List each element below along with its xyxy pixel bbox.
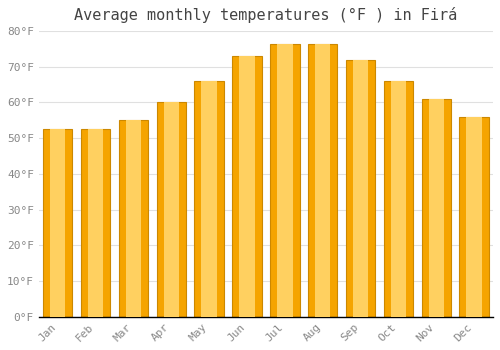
Bar [353, 60, 368, 317]
Bar [346, 60, 376, 317]
Bar [202, 81, 217, 317]
Bar [390, 81, 406, 317]
Bar [422, 99, 451, 317]
Bar [81, 129, 110, 317]
Bar [240, 56, 254, 317]
Bar [164, 103, 179, 317]
Bar [466, 117, 482, 317]
Bar [194, 81, 224, 317]
Bar [126, 120, 141, 317]
Bar [270, 43, 300, 317]
Bar [315, 43, 330, 317]
Bar [460, 117, 489, 317]
Bar [88, 129, 104, 317]
Bar [50, 129, 66, 317]
Bar [118, 120, 148, 317]
Bar [308, 43, 338, 317]
Bar [384, 81, 413, 317]
Bar [232, 56, 262, 317]
Bar [428, 99, 444, 317]
Bar [156, 103, 186, 317]
Bar [43, 129, 72, 317]
Bar [277, 43, 292, 317]
Title: Average monthly temperatures (°F ) in Firá: Average monthly temperatures (°F ) in Fi… [74, 7, 458, 23]
